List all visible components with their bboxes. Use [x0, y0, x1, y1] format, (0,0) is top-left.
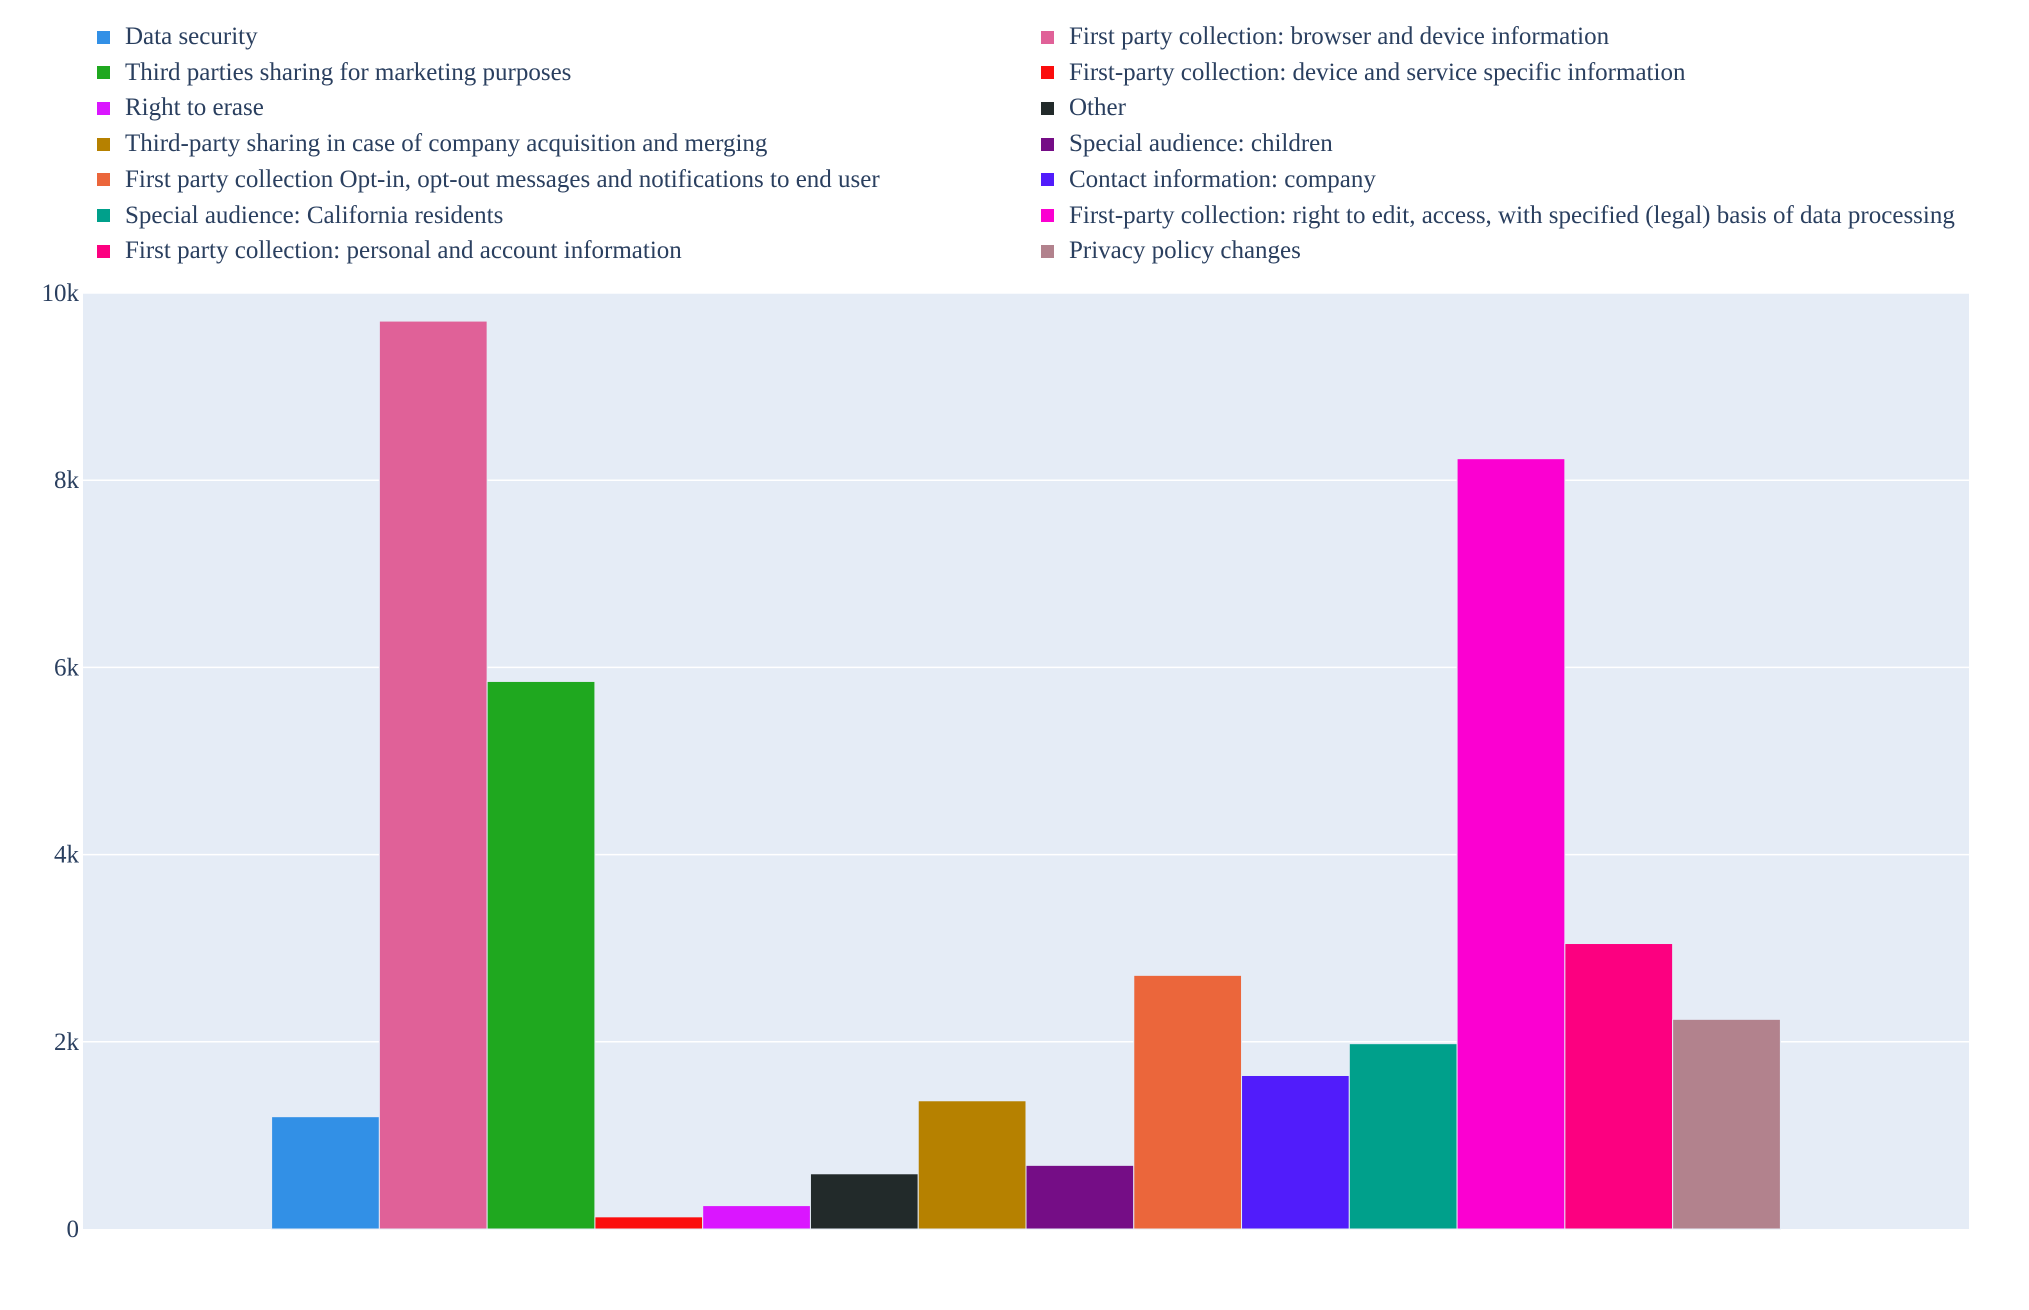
bar-contact-information-company[interactable]	[1241, 1074, 1350, 1230]
legend-label: Special audience: California residents	[125, 201, 504, 229]
chart-legend: Data security Third parties sharing for m…	[97, 19, 1997, 274]
legend-swatch	[97, 66, 110, 80]
legend-label: Other	[1069, 94, 1126, 122]
legend-swatch	[97, 173, 110, 187]
bar-first-party-collection-personal-and-account-information[interactable]	[1564, 943, 1674, 1230]
legend-swatch	[97, 101, 110, 115]
legend-label: Privacy policy changes	[1069, 237, 1301, 265]
legend-item[interactable]: Special audience: California residents	[97, 198, 503, 234]
legend-label: First party collection: browser and devi…	[1069, 23, 1610, 50]
legend-item[interactable]: Data security	[97, 19, 258, 55]
bar-other[interactable]	[809, 1173, 919, 1230]
y-tick-label: 8k	[54, 467, 80, 494]
legend-label: Contact information: company	[1069, 165, 1376, 193]
bar-first-party-collection-device-and-service-specific-information[interactable]	[594, 1216, 704, 1230]
bar-privacy-policy-changes[interactable]	[1672, 1018, 1781, 1230]
legend-swatch	[1041, 173, 1054, 187]
legend-swatch	[1041, 244, 1054, 258]
legend-item[interactable]: Special audience: children	[1041, 126, 1333, 162]
legend-label: First-party collection: device and servi…	[1069, 58, 1686, 86]
bar-data-security[interactable]	[271, 1116, 380, 1230]
legend-label: First-party collection: right to edit, a…	[1069, 201, 1955, 229]
legend-swatch	[1041, 137, 1054, 151]
legend-swatch	[1041, 209, 1054, 222]
legend-item[interactable]: First party collection: browser and devi…	[1041, 19, 1609, 55]
legend-label: Data security	[125, 23, 258, 50]
legend-item[interactable]: Right to erase	[97, 90, 264, 126]
legend-item[interactable]: Privacy policy changes	[1041, 233, 1301, 269]
y-tick-label: 6k	[54, 654, 80, 681]
bar-third-party-sharing-in-case-of-company-acquisition-and-merging[interactable]	[917, 1100, 1027, 1230]
y-tick-label: 4k	[54, 842, 80, 869]
legend-item[interactable]: First-party collection: device and servi…	[1041, 55, 1685, 91]
y-tick-label: 2k	[54, 1029, 80, 1056]
legend-swatch	[1041, 30, 1054, 44]
legend-label: First party collection: personal and acc…	[125, 237, 682, 265]
legend-item[interactable]: First party collection Opt-in, opt-out m…	[97, 162, 880, 198]
legend-item[interactable]: Third-party sharing in case of company a…	[97, 126, 767, 162]
legend-label: Third parties sharing for marketing purp…	[125, 58, 572, 86]
legend-label: Right to erase	[125, 94, 264, 122]
legend-item[interactable]: Other	[1041, 90, 1126, 126]
legend-label: Third-party sharing in case of company a…	[125, 130, 768, 158]
bar-third-parties-sharing-for-marketing-purposes[interactable]	[486, 680, 596, 1230]
y-tick-label: 10k	[42, 280, 80, 307]
legend-swatch	[97, 209, 110, 222]
legend-swatch	[1041, 101, 1054, 115]
legend-item[interactable]: First-party collection: right to edit, a…	[1041, 198, 1955, 234]
bar-right-to-erase[interactable]	[702, 1205, 811, 1230]
legend-swatch	[1041, 66, 1054, 80]
bar-special-audience-california-residents[interactable]	[1348, 1043, 1458, 1230]
legend-item[interactable]: Third parties sharing for marketing purp…	[97, 55, 571, 91]
bar-first-party-collection-right-to-edit-access-with-specified-legal-basis-of-data-processing[interactable]	[1456, 458, 1566, 1230]
legend-label: Special audience: children	[1069, 130, 1333, 158]
legend-swatch	[97, 137, 110, 151]
legend-swatch	[97, 30, 110, 44]
legend-item[interactable]: First party collection: personal and acc…	[97, 233, 682, 269]
bar-first-party-collection-browser-and-device-information[interactable]	[378, 320, 488, 1230]
legend-label: First party collection Opt-in, opt-out m…	[125, 165, 880, 193]
legend-item[interactable]: Contact information: company	[1041, 162, 1376, 198]
y-tick-label: 0	[67, 1216, 80, 1243]
bar-first-party-collection-opt-in-opt-out-messages-and-notifications-to-end-user[interactable]	[1133, 974, 1243, 1230]
bar-special-audience-children[interactable]	[1025, 1164, 1135, 1230]
legend-swatch	[97, 244, 110, 258]
